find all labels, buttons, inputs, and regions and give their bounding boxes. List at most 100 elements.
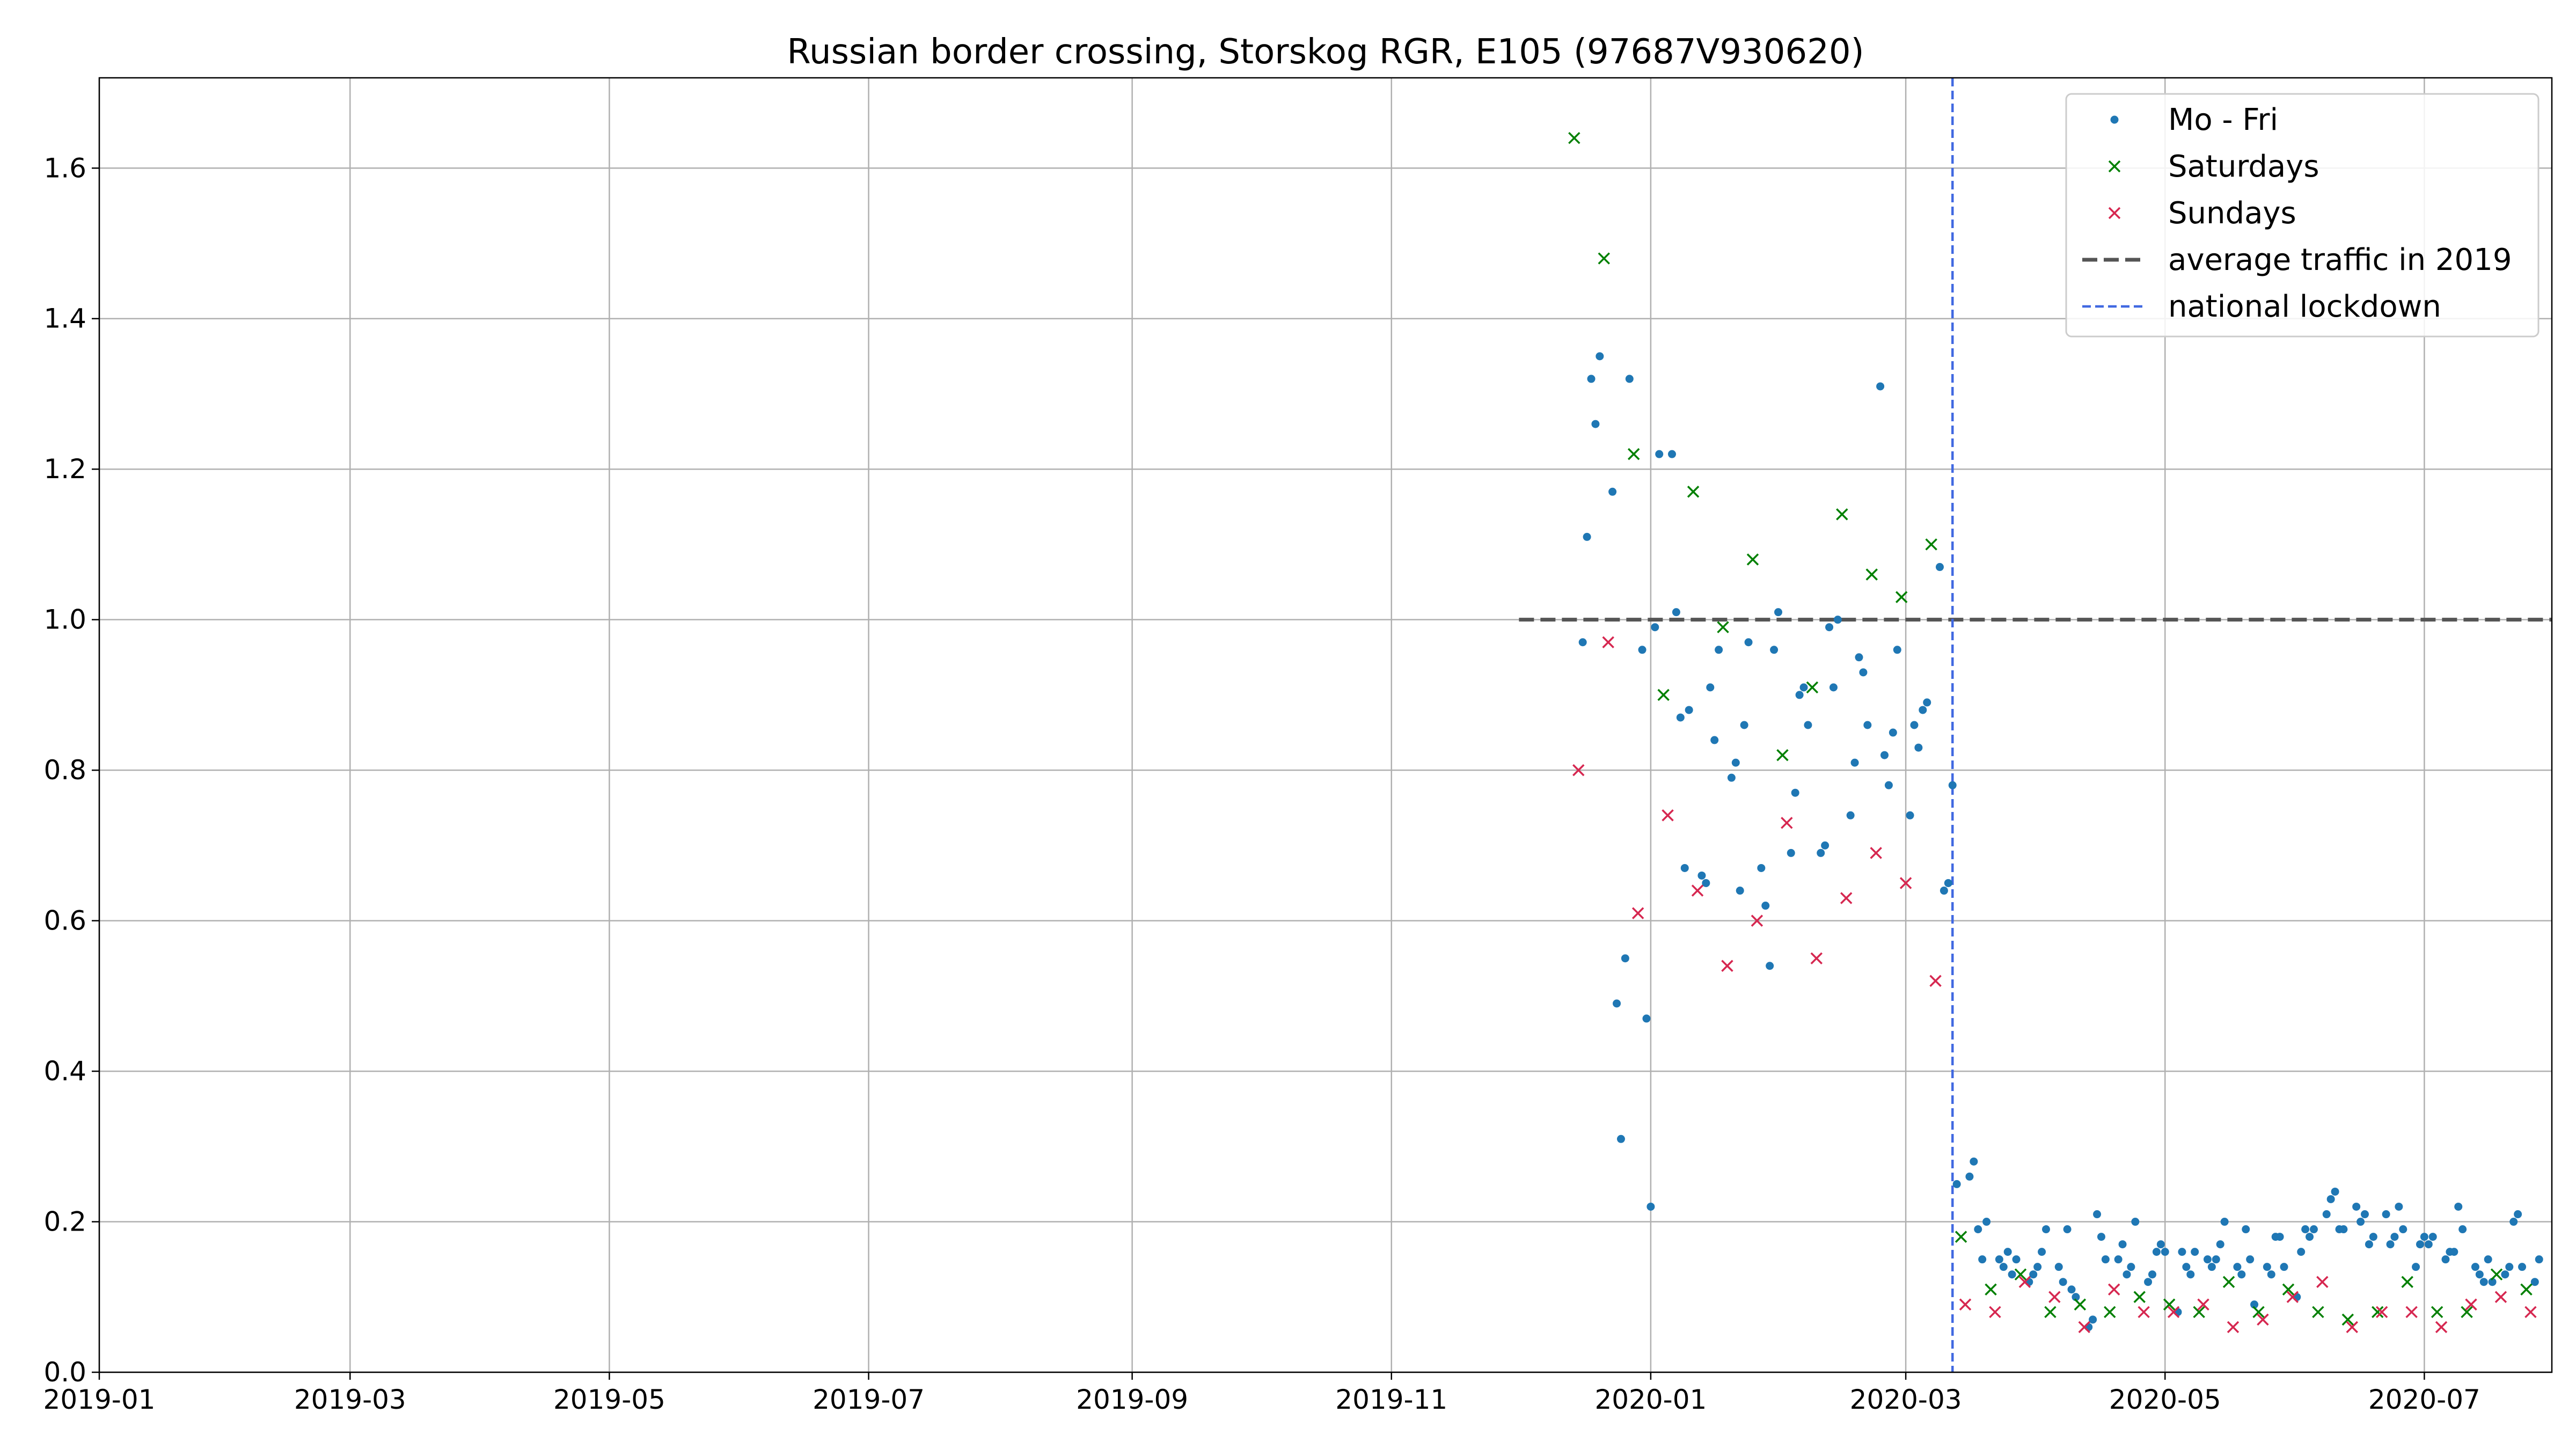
data-point xyxy=(1736,887,1744,895)
data-point xyxy=(1687,486,1700,498)
data-point xyxy=(2518,1263,2527,1271)
data-point xyxy=(2361,1210,2369,1219)
data-point xyxy=(1651,623,1659,632)
data-point xyxy=(1717,621,1729,633)
data-point xyxy=(2395,1202,2403,1211)
data-point xyxy=(1817,848,1825,857)
data-point xyxy=(2341,1313,2354,1326)
data-point xyxy=(2357,1218,2365,1226)
data-point xyxy=(2029,1270,2038,1279)
legend-box xyxy=(2065,93,2540,338)
legend-label: Sundays xyxy=(2168,196,2296,231)
data-point xyxy=(2072,1293,2080,1301)
data-point xyxy=(2093,1210,2102,1219)
y-tick-label: 1.4 xyxy=(43,303,86,334)
data-point xyxy=(2280,1263,2288,1271)
data-point xyxy=(2167,1306,2180,1319)
data-point xyxy=(1710,736,1719,744)
data-point xyxy=(1982,1218,1991,1226)
chart-title: Russian border crossing, Storskog RGR, E… xyxy=(787,32,1864,72)
data-point xyxy=(1776,749,1789,762)
data-point xyxy=(1799,683,1808,692)
data-point xyxy=(1985,1283,1997,1296)
data-point xyxy=(1642,1014,1651,1023)
y-tick-label: 0.6 xyxy=(43,905,86,936)
data-point xyxy=(2465,1298,2477,1311)
data-point xyxy=(2520,1283,2533,1296)
axis-ticks: 2019-01 2019-03 2019-05 2019-07 2019-09 2019-… xyxy=(43,152,2480,1415)
data-point xyxy=(2441,1255,2450,1264)
data-point xyxy=(2365,1240,2373,1249)
data-point xyxy=(1578,638,1587,647)
data-point xyxy=(1791,788,1799,797)
data-point xyxy=(2263,1263,2271,1271)
series-sundays xyxy=(1572,636,2537,1334)
data-point xyxy=(2059,1278,2067,1286)
data-point xyxy=(1940,887,1948,895)
data-point xyxy=(2505,1263,2514,1271)
data-point xyxy=(2275,1233,2284,1241)
data-point xyxy=(2178,1248,2186,1256)
data-series xyxy=(1568,131,2543,1334)
data-point xyxy=(1989,1306,2001,1319)
data-point xyxy=(1646,1202,1655,1211)
data-point xyxy=(1895,591,1908,603)
data-point xyxy=(2156,1240,2165,1249)
data-point xyxy=(2458,1225,2467,1234)
data-point xyxy=(1795,691,1804,699)
data-point xyxy=(2186,1270,2195,1279)
data-point xyxy=(2054,1263,2063,1271)
data-point xyxy=(2152,1248,2161,1256)
data-point xyxy=(1880,751,1889,759)
data-point xyxy=(2297,1248,2306,1256)
data-point xyxy=(2322,1210,2331,1219)
data-point xyxy=(1899,877,1912,889)
data-point xyxy=(2144,1278,2153,1286)
data-point xyxy=(2114,1255,2123,1264)
data-point xyxy=(2212,1255,2220,1264)
data-point xyxy=(2014,1268,2027,1280)
data-point xyxy=(2233,1263,2242,1271)
data-point xyxy=(1836,508,1848,521)
data-point xyxy=(1596,352,1604,361)
data-point xyxy=(1625,375,1634,383)
data-point xyxy=(1995,1255,2003,1264)
legend-marker xyxy=(2108,160,2121,173)
data-point xyxy=(2428,1233,2437,1241)
data-point xyxy=(1944,879,1952,887)
y-tick-label: 0.0 xyxy=(43,1357,86,1388)
data-point xyxy=(1668,450,1677,458)
data-point xyxy=(2033,1263,2042,1271)
x-tick-label: 2019-11 xyxy=(1335,1384,1447,1415)
data-point xyxy=(1598,252,1611,265)
data-point xyxy=(2461,1306,2473,1319)
data-point xyxy=(2339,1225,2348,1234)
data-point xyxy=(2041,1225,2050,1234)
data-point xyxy=(1959,1298,1972,1311)
data-point xyxy=(2326,1195,2335,1203)
data-point xyxy=(1859,668,1868,677)
data-point xyxy=(1583,532,1591,541)
data-point xyxy=(2216,1240,2224,1249)
data-point xyxy=(1978,1255,1987,1264)
data-point xyxy=(2352,1202,2361,1211)
data-point xyxy=(2424,1240,2433,1249)
data-point xyxy=(2524,1306,2537,1319)
data-point xyxy=(2074,1298,2087,1311)
data-point xyxy=(2131,1218,2140,1226)
data-point xyxy=(1840,892,1853,904)
data-point xyxy=(2067,1285,2076,1294)
data-point xyxy=(2484,1255,2492,1264)
data-point xyxy=(1572,764,1585,777)
data-point xyxy=(2475,1270,2484,1279)
data-point xyxy=(2501,1270,2509,1279)
data-point xyxy=(1929,975,1942,987)
data-point xyxy=(1602,636,1614,648)
data-point xyxy=(2097,1233,2105,1241)
data-point xyxy=(1672,608,1680,617)
y-tick-label: 1.2 xyxy=(43,453,86,485)
data-point xyxy=(1746,553,1759,566)
data-point xyxy=(2237,1270,2246,1279)
data-point xyxy=(2163,1298,2176,1311)
data-point xyxy=(1706,683,1715,692)
